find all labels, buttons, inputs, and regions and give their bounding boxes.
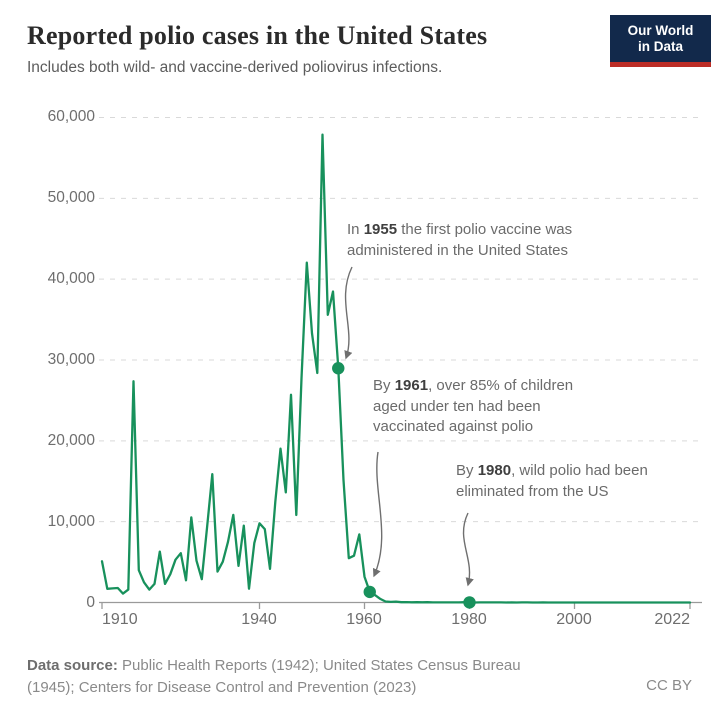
page-title: Reported polio cases in the United State… <box>27 21 488 50</box>
annotation-arrows <box>344 266 474 587</box>
x-tick-label: 1960 <box>346 611 382 628</box>
polio-cases-line <box>100 133 692 604</box>
arrow-1955-icon <box>344 266 353 360</box>
annotation-1961: By 1961, over 85% of children aged under… <box>373 377 574 435</box>
annotation-1980: By 1980, wild polio had been eliminated … <box>456 462 648 500</box>
x-tick-label: 2022 <box>654 611 690 628</box>
chart-subtitle: Includes both wild- and vaccine-derived … <box>27 59 443 76</box>
y-tick-label: 50,000 <box>47 189 95 206</box>
annotation-1955: In 1955 the first polio vaccine was admi… <box>347 221 573 259</box>
arrow-1961-icon <box>372 451 383 578</box>
y-tick-label: 40,000 <box>47 270 95 287</box>
x-tick-label: 1940 <box>241 611 277 628</box>
arrow-1980-icon <box>462 512 474 587</box>
marker-1961-dot <box>363 585 376 599</box>
marker-1955-dot <box>332 362 345 375</box>
y-tick-label: 10,000 <box>47 513 95 530</box>
marker-1980-dot <box>463 596 476 609</box>
x-tick-label: 1980 <box>451 611 487 628</box>
event-markers <box>332 362 476 609</box>
owid-logo-text: Our World in Data <box>627 22 694 54</box>
y-tick-label: 20,000 <box>47 432 95 449</box>
gridlines <box>99 117 702 523</box>
x-tick-label: 1910 <box>102 611 138 628</box>
y-tick-label: 60,000 <box>47 108 95 125</box>
y-tick-label: 30,000 <box>47 351 95 368</box>
owid-logo: Our World in Data <box>610 15 711 67</box>
x-tick-label: 2000 <box>556 611 592 628</box>
license-badge: CC BY <box>646 677 692 694</box>
data-source: Data source: Public Health Reports (1942… <box>27 657 521 696</box>
y-tick-label: 0 <box>86 594 95 611</box>
